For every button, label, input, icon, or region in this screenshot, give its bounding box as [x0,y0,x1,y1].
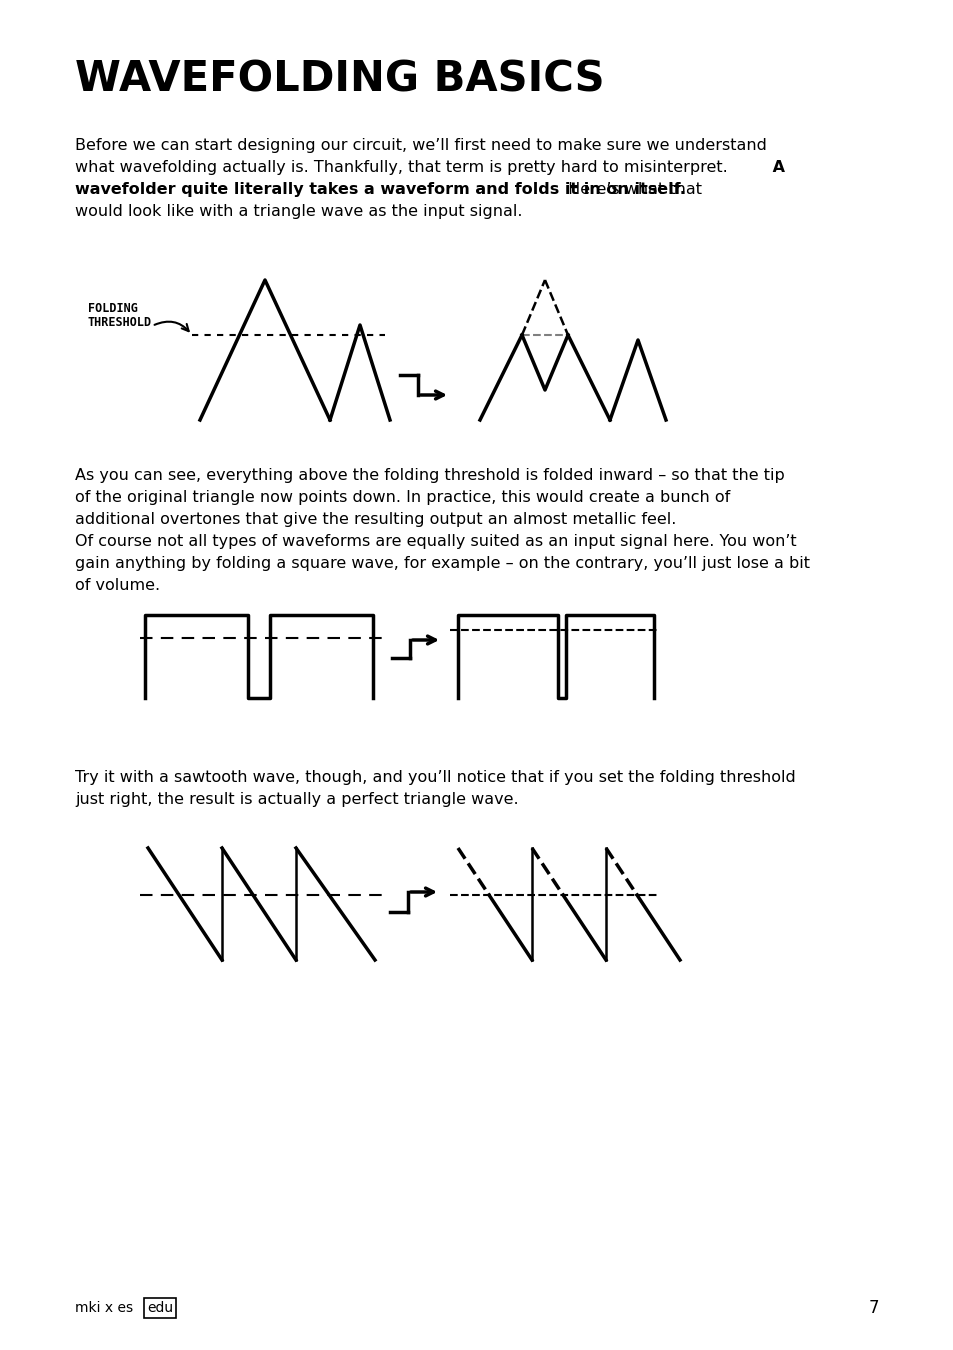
Text: would look like with a triangle wave as the input signal.: would look like with a triangle wave as … [75,204,522,219]
Text: Of course not all types of waveforms are equally suited as an input signal here.: Of course not all types of waveforms are… [75,535,796,549]
Text: edu: edu [147,1301,172,1315]
Text: what wavefolding actually is. Thankfully, that term is pretty hard to misinterpr: what wavefolding actually is. Thankfully… [75,161,727,176]
FancyArrowPatch shape [154,321,189,331]
Text: FOLDING: FOLDING [88,302,138,315]
Text: of volume.: of volume. [75,578,160,593]
Text: As you can see, everything above the folding threshold is folded inward – so tha: As you can see, everything above the fol… [75,468,784,483]
Text: Here’s what that: Here’s what that [562,182,701,197]
Text: WAVEFOLDING BASICS: WAVEFOLDING BASICS [75,58,604,100]
Text: wavefolder quite literally takes a waveform and folds it in on itself.: wavefolder quite literally takes a wavef… [75,182,685,197]
Text: A: A [766,161,784,176]
Text: additional overtones that give the resulting output an almost metallic feel.: additional overtones that give the resul… [75,512,676,526]
Text: gain anything by folding a square wave, for example – on the contrary, you’ll ju: gain anything by folding a square wave, … [75,556,809,571]
Text: of the original triangle now points down. In practice, this would create a bunch: of the original triangle now points down… [75,490,729,505]
Text: mki x es: mki x es [75,1301,133,1315]
Text: just right, the result is actually a perfect triangle wave.: just right, the result is actually a per… [75,792,518,807]
Text: 7: 7 [867,1299,878,1318]
Text: Try it with a sawtooth wave, though, and you’ll notice that if you set the foldi: Try it with a sawtooth wave, though, and… [75,769,795,784]
FancyBboxPatch shape [144,1297,175,1318]
Text: Before we can start designing our circuit, we’ll first need to make sure we unde: Before we can start designing our circui… [75,138,766,153]
Text: THRESHOLD: THRESHOLD [88,316,152,329]
